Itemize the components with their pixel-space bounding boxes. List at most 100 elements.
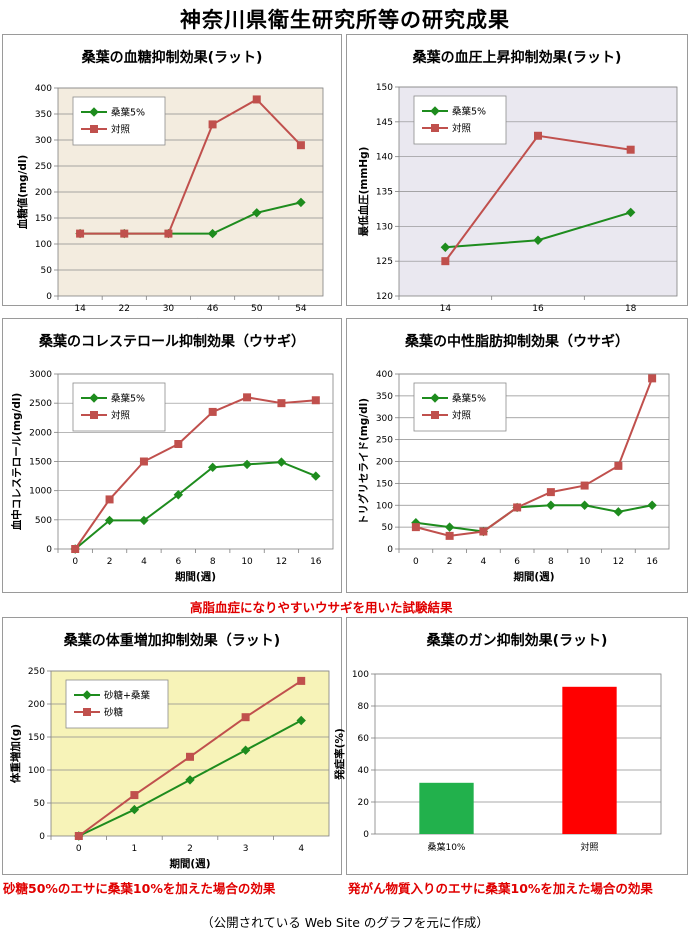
legend-box — [413, 382, 507, 432]
y-axis-title: トリグリセライド(mg/dl) — [357, 398, 370, 525]
legend-label: 砂糖 — [104, 707, 124, 719]
page-title: 神奈川県衛生研究所等の研究成果 — [180, 8, 510, 32]
data-point — [546, 500, 556, 510]
data-point — [311, 396, 320, 405]
y-tick-label: 300 — [376, 414, 393, 424]
data-point — [83, 708, 91, 716]
legend-label: 桑葉5% — [452, 393, 486, 405]
x-tick-label: 桑葉10% — [427, 841, 465, 853]
legend-label: 対照 — [111, 124, 131, 136]
series-0 — [70, 457, 321, 554]
x-tick-label: 14 — [440, 304, 452, 314]
data-point — [534, 131, 542, 140]
legend-label: 桑葉5% — [452, 106, 486, 118]
x-axis-title: 期間(週) — [169, 857, 210, 870]
x-tick-label: 1 — [132, 844, 138, 854]
y-tick-label: 150 — [28, 733, 45, 743]
data-point — [90, 411, 98, 419]
legend-label: 砂糖+桑葉 — [104, 690, 150, 702]
x-tick-label: 30 — [163, 304, 175, 314]
x-tick-label: 18 — [625, 304, 637, 314]
x-tick-label: 12 — [276, 557, 287, 567]
chart-title: 桑葉のガン抑制効果(ラット) — [426, 633, 608, 649]
data-point — [648, 374, 657, 383]
data-point — [240, 745, 251, 755]
y-tick-label: 150 — [376, 83, 393, 93]
x-tick-label: 10 — [579, 557, 591, 567]
x-tick-label: 2 — [107, 557, 113, 567]
data-point — [613, 507, 624, 517]
x-tick-label: 54 — [295, 304, 307, 314]
y-tick-label: 400 — [35, 84, 52, 94]
series-line — [74, 461, 317, 550]
data-point — [431, 124, 439, 132]
y-tick-label: 0 — [363, 830, 369, 840]
y-tick-label: 0 — [39, 832, 45, 842]
series-line — [80, 98, 302, 235]
series-1 — [71, 393, 320, 553]
data-point — [89, 393, 99, 403]
data-point — [277, 399, 286, 408]
x-tick-label: 対照 — [580, 841, 598, 853]
data-point — [430, 393, 440, 403]
y-tick-label: 2000 — [29, 428, 52, 438]
data-point — [445, 531, 454, 540]
y-axis-title: 血中コレステロール(mg/dl) — [10, 393, 23, 531]
x-tick-label: 2 — [447, 557, 453, 567]
x-tick-label: 16 — [646, 557, 658, 567]
chart-panel-weight: 桑葉の体重増加抑制効果（ラット) 0 50 100 150 200 250 体重増加(g) 0… — [2, 617, 342, 875]
data-point — [579, 500, 590, 510]
y-tick-label: 130 — [376, 222, 393, 232]
legend-label: 桑葉5% — [111, 107, 145, 119]
y-tick-label: 120 — [376, 292, 393, 302]
y-tick-label: 2500 — [29, 399, 52, 409]
data-point — [431, 411, 439, 419]
chart-cancer: 0 20 40 60 80 100 発症率(%) 桑葉10% 対照 — [333, 670, 662, 853]
x-tick-label: 12 — [613, 557, 624, 567]
x-tick-label: 6 — [175, 557, 181, 567]
y-tick-label: 250 — [35, 162, 52, 172]
weight-note: 砂糖50%のエサに桑葉10%を加えた場合の効果 — [3, 881, 276, 896]
data-point — [207, 228, 218, 239]
data-point — [411, 523, 420, 532]
data-point — [311, 471, 321, 481]
y-tick-label: 1000 — [29, 487, 52, 497]
data-point — [441, 257, 450, 266]
y-tick-label: 400 — [376, 370, 393, 380]
data-point — [296, 715, 306, 726]
data-point — [104, 515, 115, 526]
chart-cholesterol: 0 500 1000 1500 2000 2500 3000 血中コレステロール(mg/dl)… — [10, 370, 334, 583]
x-tick-label: 8 — [548, 557, 554, 567]
legend-label: 対照 — [452, 410, 472, 422]
y-tick-label: 300 — [35, 136, 52, 146]
data-point — [173, 490, 184, 500]
y-tick-label: 50 — [34, 799, 46, 809]
data-point — [105, 495, 114, 504]
data-point — [208, 407, 217, 416]
data-point — [614, 461, 623, 470]
x-tick-label: 0 — [413, 557, 419, 567]
data-point — [243, 393, 252, 402]
series-0 — [440, 207, 636, 252]
legend: 桑葉5% 対照 — [413, 95, 507, 145]
chart-bloodpressure: 120125130135140145150最低血圧(mmHg)141618期間(… — [357, 83, 678, 330]
plot-area — [374, 673, 662, 835]
y-axis-title: 血糖値(mg/dl) — [16, 155, 29, 230]
y-axis-title: 体重増加(g) — [9, 724, 22, 783]
series-1 — [74, 676, 306, 840]
data-point — [74, 832, 83, 840]
data-point — [76, 229, 85, 238]
footer-note: （公開されている Web Site のグラフを元に作成） — [201, 915, 489, 930]
data-point — [479, 527, 488, 536]
data-point — [440, 242, 451, 252]
chart-panel-bloodpressure: 桑葉の血圧上昇抑制効果(ラット) 120 125 130 135 140 145 150 最低… — [346, 34, 688, 330]
series-1 — [76, 95, 305, 238]
y-tick-label: 150 — [35, 214, 52, 224]
bar — [562, 686, 617, 834]
data-point — [241, 713, 250, 722]
data-point — [130, 791, 139, 800]
data-point — [252, 95, 261, 104]
y-tick-label: 200 — [376, 458, 393, 468]
y-tick-label: 250 — [28, 667, 45, 677]
